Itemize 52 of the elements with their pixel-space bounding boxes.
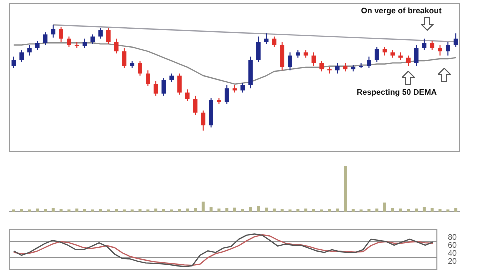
bar — [44, 209, 48, 212]
bar — [36, 208, 40, 212]
bar — [422, 207, 426, 212]
bar — [430, 208, 434, 212]
bar — [162, 209, 166, 212]
candlestick — [74, 42, 80, 49]
bar — [52, 208, 55, 212]
candlestick — [217, 98, 222, 105]
bar — [115, 209, 118, 212]
bar — [202, 202, 205, 212]
y-tick-label: 40 — [448, 249, 458, 258]
bar — [241, 209, 244, 212]
bar — [99, 209, 102, 212]
bar — [210, 207, 213, 212]
bar — [226, 208, 229, 212]
bar — [438, 209, 442, 212]
annotation: Respecting 50 DEMA — [356, 88, 438, 98]
bar — [304, 208, 308, 212]
bar — [399, 208, 402, 212]
y-tick-label: 80 — [448, 233, 458, 242]
bar — [407, 209, 410, 212]
y-tick-label: 20 — [448, 257, 458, 266]
bar — [138, 209, 142, 212]
bar — [376, 208, 379, 212]
bar — [76, 208, 79, 212]
bar — [234, 208, 236, 212]
bar — [186, 208, 190, 212]
bar — [154, 208, 158, 212]
bar — [60, 209, 63, 212]
bar — [352, 209, 355, 212]
bar — [20, 209, 24, 212]
bar — [265, 208, 268, 212]
bar — [272, 208, 276, 212]
y-tick-label: 60 — [448, 241, 458, 250]
bar — [84, 209, 86, 212]
bar — [328, 209, 332, 212]
bar — [257, 206, 260, 212]
bar — [280, 209, 284, 212]
bar — [384, 202, 386, 212]
bar — [368, 209, 371, 212]
bar — [218, 208, 221, 212]
text: On verge of breakout — [361, 6, 442, 16]
bar — [336, 208, 340, 212]
bar — [296, 209, 300, 212]
bar — [194, 208, 198, 212]
bar — [391, 208, 394, 212]
bar — [454, 208, 458, 212]
bar — [178, 209, 182, 212]
bar — [344, 166, 348, 212]
bar — [312, 209, 316, 212]
bar — [249, 207, 252, 212]
bar — [415, 208, 418, 212]
